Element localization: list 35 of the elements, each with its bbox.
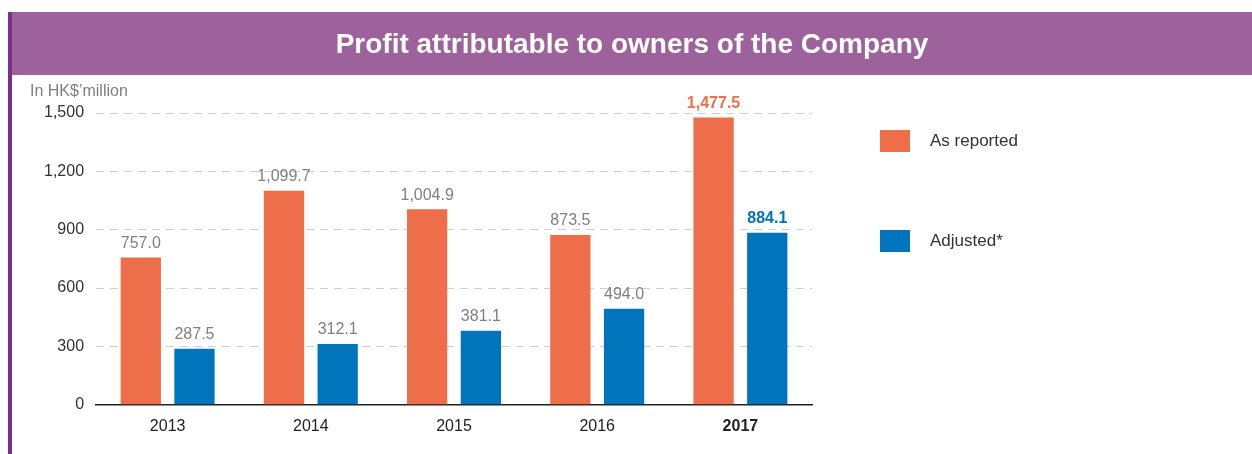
y-tick-label: 1,500 (43, 103, 85, 121)
data-label: 757.0 (120, 233, 161, 251)
data-label: 381.1 (460, 307, 501, 325)
chart-title: Profit attributable to owners of the Company (12, 12, 1252, 75)
bar (693, 117, 734, 405)
x-tick-label: 2016 (579, 416, 616, 434)
y-axis-title: In HK$’million (30, 82, 128, 100)
x-tick-label: 2017 (722, 416, 759, 434)
bar (317, 344, 358, 405)
y-tick-label: 0 (75, 395, 85, 413)
x-tick-label: 2015 (436, 416, 472, 434)
bar (407, 209, 448, 405)
data-label: 494.0 (604, 285, 645, 303)
legend-label: Adjusted* (929, 230, 1004, 252)
data-label: 873.5 (550, 211, 591, 229)
data-label: 1,004.9 (400, 185, 454, 203)
bar (550, 234, 591, 405)
data-label: 1,477.5 (686, 93, 741, 111)
y-tick-label: 900 (57, 220, 85, 238)
data-label: 312.1 (317, 320, 358, 338)
bar (747, 232, 788, 405)
bar (120, 257, 161, 405)
y-tick-label: 300 (57, 336, 85, 354)
data-label: 1,099.7 (257, 167, 311, 185)
bar (460, 330, 501, 405)
y-tick-label: 1,200 (43, 161, 85, 179)
bar (603, 308, 645, 405)
legend-label: As reported (929, 130, 1018, 152)
y-tick-label: 600 (57, 278, 85, 296)
x-tick-label: 2014 (293, 416, 329, 434)
data-label: 884.1 (747, 209, 788, 227)
bar (263, 190, 305, 405)
data-label: 287.5 (174, 325, 215, 343)
bar (174, 348, 215, 405)
x-tick-label: 2013 (149, 416, 186, 434)
